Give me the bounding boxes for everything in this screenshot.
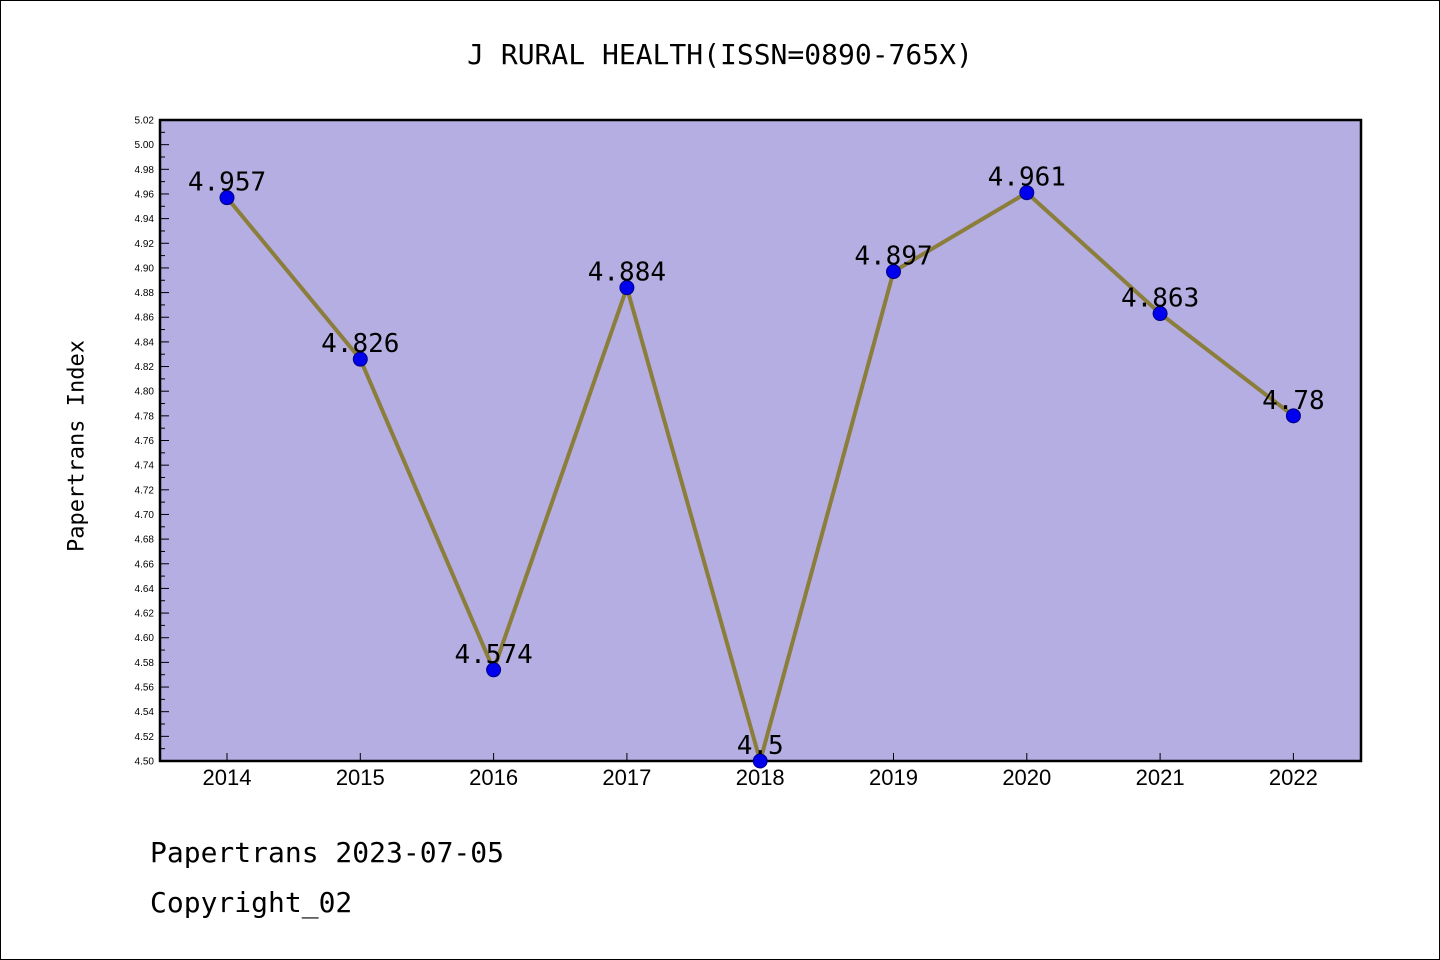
y-tick-label: 4.54 — [135, 707, 155, 718]
y-tick-label: 4.52 — [135, 732, 155, 743]
y-tick-label: 4.64 — [135, 584, 155, 595]
data-label: 4.957 — [188, 168, 266, 198]
y-tick-label: 4.68 — [135, 535, 155, 546]
footer-date: Papertrans 2023-07-05 — [150, 836, 505, 869]
y-tick-label: 4.96 — [135, 189, 155, 200]
data-label: 4.5 — [737, 731, 784, 761]
y-tick-label: 4.60 — [135, 633, 155, 644]
x-tick-label: 2018 — [736, 765, 785, 790]
y-tick-label: 4.94 — [135, 214, 155, 225]
x-tick-label: 2017 — [602, 765, 651, 790]
x-tick-label: 2019 — [869, 765, 918, 790]
x-tick-label: 2021 — [1136, 765, 1185, 790]
data-point — [219, 190, 235, 206]
data-label: 4.961 — [988, 163, 1066, 193]
y-tick-label: 4.78 — [135, 411, 155, 422]
y-tick-label: 4.74 — [135, 461, 155, 472]
data-point — [1152, 306, 1168, 322]
y-tick-label: 4.58 — [135, 658, 155, 669]
y-tick-label: 4.82 — [135, 362, 155, 373]
y-tick-label: 5.02 — [135, 116, 155, 127]
data-label: 4.863 — [1121, 284, 1199, 314]
y-tick-label: 5.00 — [135, 140, 155, 151]
data-point — [752, 753, 768, 769]
y-tick-label: 4.66 — [135, 559, 155, 570]
chart-title: J RURAL HEALTH(ISSN=0890-765X) — [467, 38, 973, 71]
data-label: 4.897 — [854, 242, 932, 272]
y-tick-label: 4.50 — [135, 757, 155, 768]
data-point — [619, 280, 635, 296]
y-tick-label: 4.76 — [135, 436, 155, 447]
footer-copyright: Copyright_02 — [150, 886, 353, 919]
y-tick-label: 4.92 — [135, 239, 155, 250]
data-point — [1285, 408, 1301, 424]
data-point — [486, 662, 502, 678]
x-tick-label: 2020 — [1002, 765, 1051, 790]
data-point — [352, 351, 368, 367]
x-tick-label: 2014 — [203, 765, 252, 790]
data-label: 4.78 — [1262, 386, 1325, 416]
x-tick-label: 2016 — [469, 765, 518, 790]
x-tick-label: 2015 — [336, 765, 385, 790]
data-label: 4.826 — [321, 329, 399, 359]
y-tick-label: 4.62 — [135, 609, 155, 620]
y-tick-label: 4.70 — [135, 510, 155, 521]
data-point — [1019, 185, 1035, 201]
y-tick-label: 4.84 — [135, 337, 155, 348]
data-label: 4.574 — [454, 640, 532, 670]
data-label: 4.884 — [588, 258, 666, 288]
y-tick-label: 4.98 — [135, 165, 155, 176]
y-tick-label: 4.80 — [135, 387, 155, 398]
x-tick-label: 2022 — [1269, 765, 1318, 790]
data-point — [886, 264, 901, 280]
y-tick-label: 4.72 — [135, 485, 155, 496]
y-tick-label: 4.56 — [135, 683, 155, 694]
plot-area — [160, 120, 1361, 761]
y-tick-label: 4.90 — [135, 263, 155, 274]
y-tick-label: 4.88 — [135, 288, 155, 299]
y-tick-label: 4.86 — [135, 313, 155, 324]
